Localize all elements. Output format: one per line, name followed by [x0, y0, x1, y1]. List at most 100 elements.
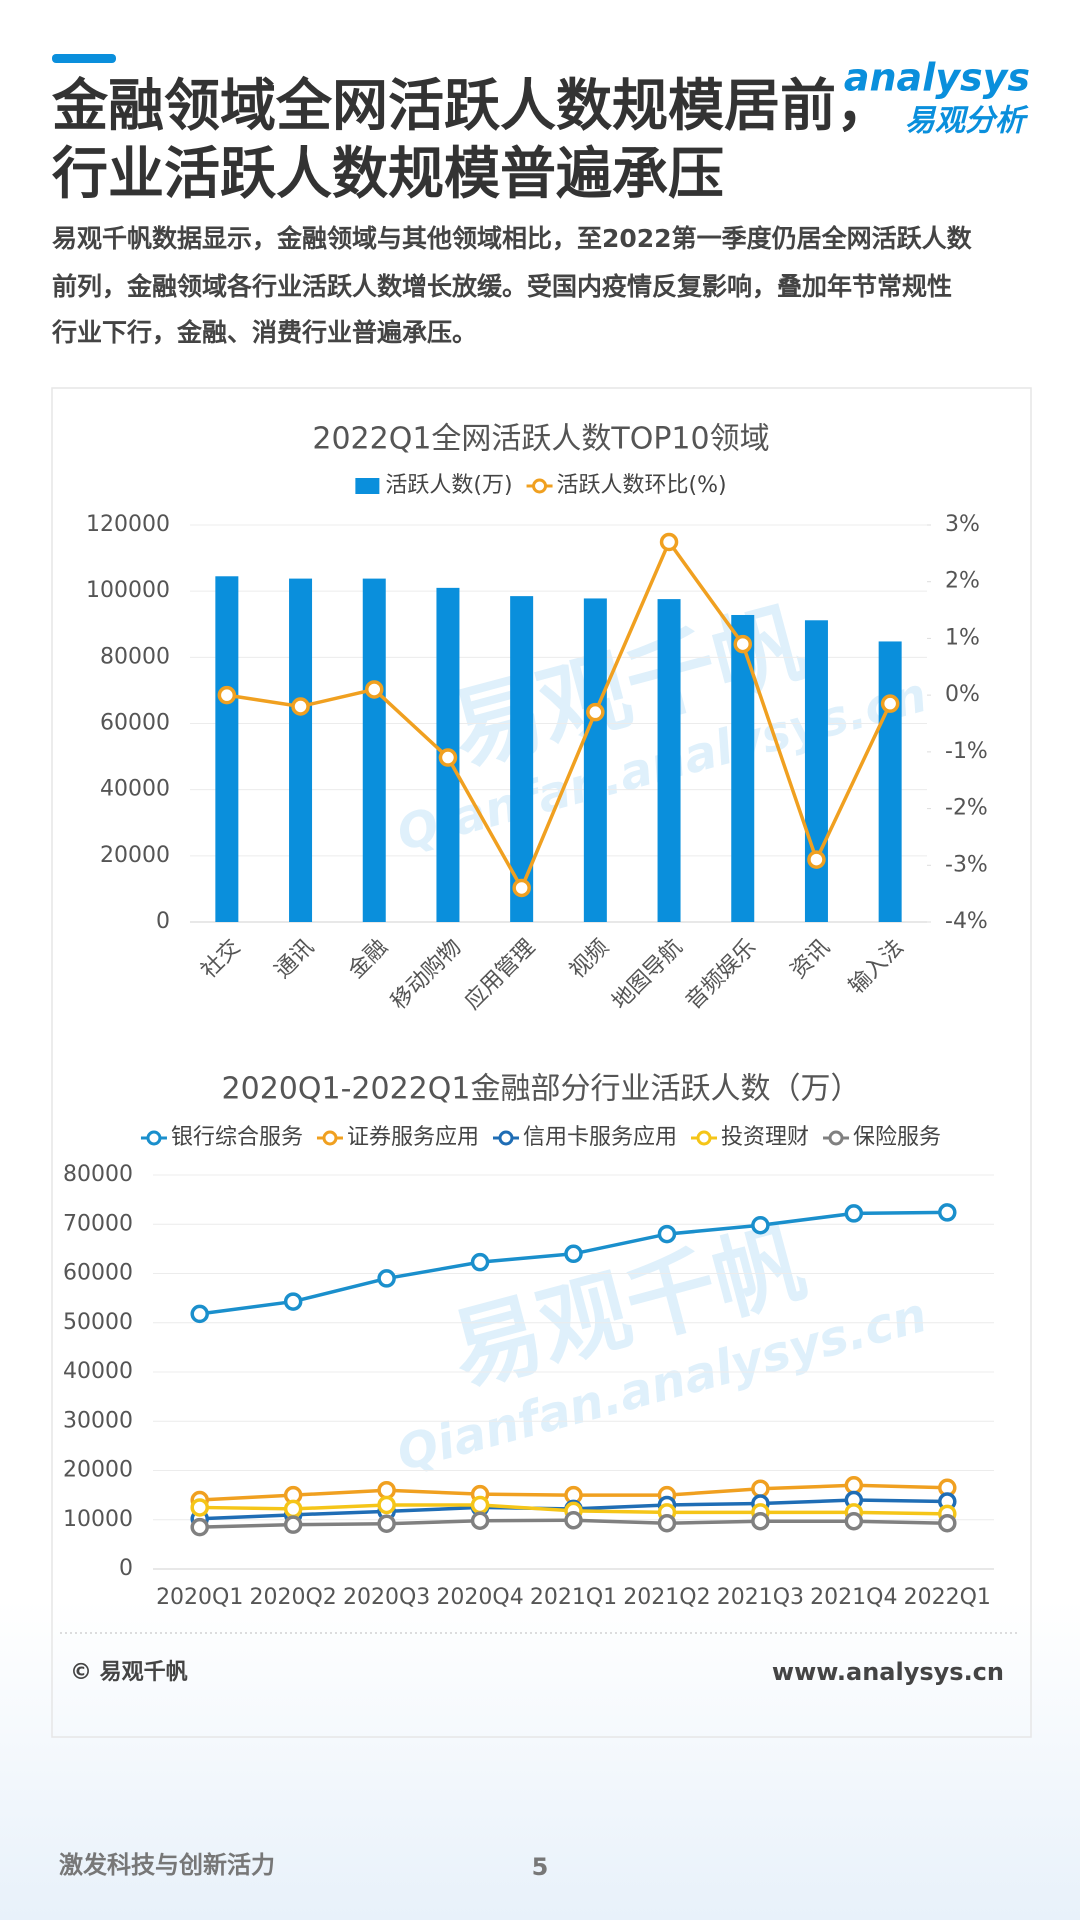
description-line: 行业下行，金融、消费行业普遍承压。	[51, 318, 477, 347]
bar	[215, 576, 239, 922]
series-point	[470, 1495, 490, 1515]
y-tick-label: 10000	[63, 1507, 133, 1532]
chart-title: 2020Q1-2022Q1金融部分行业活跃人数（万）	[222, 1072, 861, 1107]
series-point	[751, 1215, 770, 1235]
x-tick-label: 社交	[197, 935, 246, 984]
bar	[583, 598, 607, 922]
series-point	[807, 850, 826, 869]
chart-title: 2022Q1全网活跃人数TOP10领域	[312, 422, 769, 457]
series-point	[365, 680, 384, 699]
legend-marker	[532, 478, 548, 494]
legend-item: 证券服务应用	[316, 1125, 479, 1150]
x-tick-label: 输入法	[844, 935, 908, 999]
x-tick-label: 2020Q2	[250, 1585, 337, 1610]
legend-label: 活跃人数(万)	[385, 473, 512, 498]
y-tick-label: 0	[119, 1556, 133, 1581]
y-tick-label: 40000	[63, 1359, 133, 1384]
series-line	[226, 538, 892, 892]
x-tick-label: 2021Q2	[623, 1585, 710, 1610]
x-tick-label: 地图导航	[608, 935, 688, 1015]
legend-item: 活跃人数(万)	[355, 473, 513, 498]
bar	[878, 641, 902, 922]
series-point	[283, 1499, 303, 1519]
legend-item: 活跃人数环比(%)	[526, 473, 727, 498]
series-point	[438, 748, 458, 767]
legend-item: 信用卡服务应用	[492, 1125, 677, 1150]
y-tick-label: 60000	[100, 711, 170, 736]
series-point	[659, 532, 679, 552]
y-tick-label: 60000	[63, 1261, 133, 1286]
slogan: 激发科技与创新活力	[59, 1851, 275, 1879]
legend-label: 活跃人数环比(%)	[557, 473, 727, 498]
x-tick-label: 2020Q4	[436, 1585, 523, 1610]
y-tick-label: 20000	[63, 1458, 133, 1483]
legend-marker	[498, 1130, 514, 1146]
series-point	[190, 1517, 209, 1537]
series-point	[470, 1511, 490, 1530]
bar	[362, 578, 386, 922]
legend-marker	[828, 1130, 844, 1146]
y2-tick-label: -3%	[945, 852, 988, 877]
x-tick-label: 通讯	[270, 935, 319, 984]
series-point	[377, 1495, 396, 1515]
source: © 易观千帆	[70, 1660, 188, 1685]
url: www.analysys.cn	[772, 1658, 1004, 1686]
y-tick-label: 80000	[63, 1162, 133, 1187]
series-point	[377, 1514, 396, 1533]
legend-item: 银行综合服务	[140, 1125, 303, 1150]
x-tick-label: 2021Q3	[717, 1585, 804, 1610]
card	[51, 387, 1032, 1738]
y2-tick-label: 3%	[945, 512, 980, 537]
bar	[510, 596, 534, 922]
description-line: 前列，金融领域各行业活跃人数增长放缓。受国内疫情反复影响，叠加年节常规性	[52, 272, 952, 301]
y-tick-label: 20000	[100, 843, 170, 868]
y2-tick-label: 1%	[945, 625, 980, 650]
series-point	[470, 1252, 490, 1272]
description-line: 易观千帆数据显示，金融领域与其他领域相比，至2022第一季度仍居全网活跃人数	[52, 224, 973, 253]
x-tick-label: 2020Q1	[156, 1585, 243, 1610]
bar	[804, 620, 828, 922]
series-point	[751, 1479, 770, 1498]
bar	[657, 599, 681, 922]
logo-cn: 易观分析	[905, 104, 1029, 139]
x-tick-label: 资讯	[786, 935, 835, 984]
series-point	[190, 1304, 209, 1324]
legend-label: 信用卡服务应用	[523, 1125, 677, 1150]
series-point	[377, 1480, 396, 1500]
y-tick-label: 50000	[63, 1310, 133, 1335]
bar	[289, 578, 313, 922]
x-tick-label: 音频娱乐	[681, 935, 761, 1015]
bottom-background	[0, 1600, 1080, 1920]
y2-tick-label: 2%	[945, 569, 980, 594]
legend-item: 投资理财	[691, 1125, 809, 1150]
series-point	[844, 1476, 864, 1495]
y-tick-label: 100000	[86, 578, 170, 603]
y2-tick-label: -1%	[945, 739, 988, 764]
y-tick-label: 0	[156, 909, 170, 934]
y-tick-label: 80000	[100, 644, 170, 669]
legend-label: 保险服务	[853, 1125, 941, 1150]
accent-bar	[52, 54, 116, 63]
x-tick-label: 移动购物	[387, 935, 467, 1015]
y2-tick-label: 0%	[945, 682, 980, 707]
legend-marker	[146, 1130, 162, 1146]
x-tick-label: 应用管理	[460, 935, 540, 1015]
legend-label: 证券服务应用	[347, 1125, 479, 1150]
y2-tick-label: -2%	[945, 796, 988, 821]
series-point	[938, 1513, 957, 1533]
x-tick-label: 2022Q1	[904, 1585, 991, 1610]
series-point	[283, 1292, 303, 1311]
y2-tick-label: -4%	[945, 909, 988, 934]
legend-item: 保险服务	[823, 1125, 941, 1150]
legend-swatch	[355, 478, 380, 494]
title-line: 金融领域全网活跃人数规模居前，	[51, 74, 892, 139]
y-tick-label: 120000	[86, 512, 170, 537]
series-point	[564, 1510, 583, 1530]
series-point	[733, 634, 752, 654]
series-point	[938, 1203, 957, 1222]
page-number: 5	[532, 1853, 549, 1881]
series-point	[217, 685, 237, 705]
series-point	[586, 702, 605, 722]
series-point	[880, 694, 900, 713]
